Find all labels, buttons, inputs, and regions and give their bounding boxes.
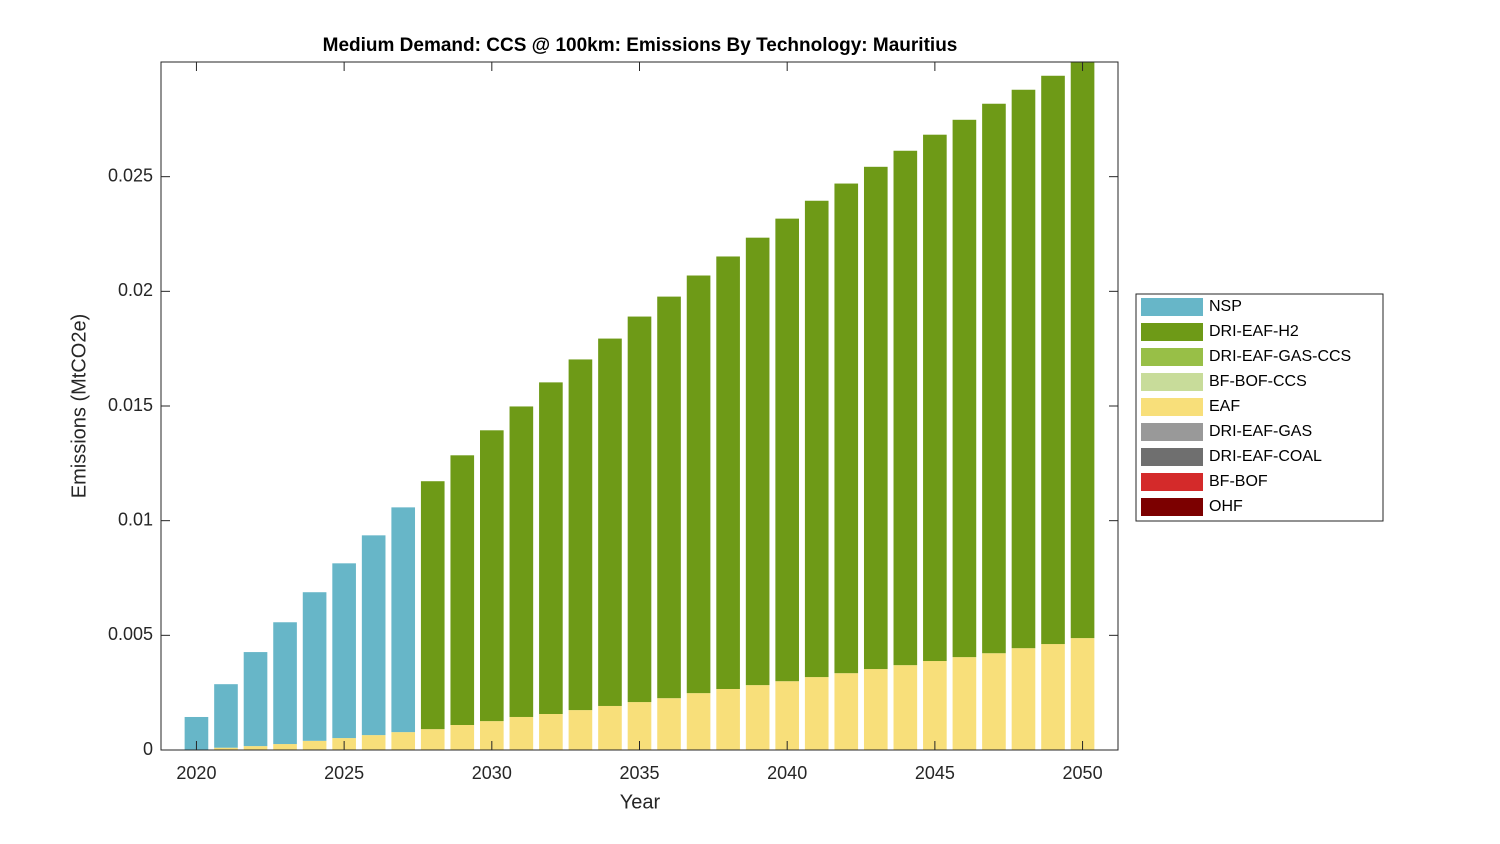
y-tick-label: 0.02 — [118, 280, 153, 300]
bar-segment — [627, 316, 652, 703]
x-tick-label: 2035 — [619, 763, 659, 783]
y-tick-label: 0.025 — [108, 165, 153, 185]
bar-segment — [657, 698, 681, 750]
bar-segment — [775, 218, 799, 682]
bar-segment — [598, 705, 622, 750]
bar-segment — [952, 119, 977, 658]
x-axis-label: Year — [620, 791, 661, 813]
bar-segment — [1041, 644, 1065, 750]
bar-segment — [302, 592, 327, 741]
bar-segment — [982, 653, 1006, 750]
x-tick-label: 2040 — [767, 763, 807, 783]
chart-title: Medium Demand: CCS @ 100km: Emissions By… — [323, 35, 958, 56]
bar-segment — [1070, 638, 1095, 750]
legend-label: EAF — [1209, 398, 1240, 415]
bar-segment — [775, 681, 799, 750]
legend-swatch — [1141, 448, 1203, 466]
bar-segment — [273, 744, 297, 750]
legend-swatch — [1141, 398, 1203, 416]
y-tick-label: 0 — [143, 739, 153, 759]
x-tick-label: 2025 — [324, 763, 364, 783]
bar-segment — [361, 535, 386, 736]
bar-segment — [302, 740, 327, 750]
bar-segment — [361, 735, 386, 750]
bar-segment — [893, 150, 918, 666]
bar-segment — [716, 256, 740, 689]
bar-segment — [1041, 75, 1065, 645]
bar-segment — [627, 702, 652, 750]
bar-segment — [893, 665, 918, 750]
bar-segment — [745, 237, 770, 686]
legend-swatch — [1141, 423, 1203, 441]
bar-segment — [1011, 648, 1036, 750]
legend-swatch — [1141, 298, 1203, 316]
bar-segment — [982, 103, 1006, 654]
x-tick-label: 2030 — [472, 763, 512, 783]
legend-label: BF-BOF — [1209, 473, 1268, 490]
bar-segment — [480, 430, 504, 722]
bar-segment — [686, 275, 711, 694]
bar-segment — [450, 455, 475, 726]
bar-segment — [539, 713, 563, 750]
bar-segment — [1070, 62, 1095, 639]
bar-segment — [391, 507, 416, 733]
x-tick-label: 2050 — [1063, 763, 1103, 783]
bar-segment — [863, 669, 888, 750]
bar-segment — [804, 677, 829, 750]
bar-segment — [568, 359, 593, 711]
bar-segment — [509, 716, 534, 750]
y-tick-label: 0.01 — [118, 509, 153, 529]
bar-segment — [420, 481, 445, 730]
legend-label: BF-BOF-CCS — [1209, 373, 1307, 390]
bar-segment — [686, 693, 711, 750]
bar-segment — [273, 622, 297, 745]
legend-label: OHF — [1209, 498, 1243, 515]
legend-swatch — [1141, 498, 1203, 516]
y-tick-label: 0.015 — [108, 395, 153, 415]
y-axis-label: Emissions (MtCO2e) — [68, 314, 90, 498]
legend-swatch — [1141, 323, 1203, 341]
bar-segment — [243, 652, 268, 747]
bars — [184, 62, 1095, 750]
bar-segment — [952, 657, 977, 750]
legend-swatch — [1141, 348, 1203, 366]
bar-segment — [539, 382, 563, 714]
bar-segment — [923, 134, 947, 662]
bar-segment — [509, 406, 534, 717]
bar-segment — [480, 721, 504, 750]
bar-segment — [450, 725, 475, 750]
legend-label: DRI-EAF-GAS — [1209, 423, 1312, 440]
bar-segment — [834, 183, 859, 674]
legend-label: NSP — [1209, 298, 1242, 315]
bar-segment — [598, 338, 622, 706]
bar-segment — [804, 200, 829, 678]
bar-segment — [834, 673, 859, 750]
bar-segment — [863, 166, 888, 670]
bar-segment — [420, 729, 445, 750]
x-tick-label: 2020 — [176, 763, 216, 783]
bar-segment — [243, 746, 268, 750]
bar-segment — [745, 685, 770, 750]
legend-swatch — [1141, 373, 1203, 391]
bar-segment — [657, 296, 681, 699]
bar-segment — [184, 716, 209, 750]
bar-segment — [716, 688, 740, 750]
bar-segment — [568, 710, 593, 750]
y-tick-label: 0.005 — [108, 624, 153, 644]
legend-label: DRI-EAF-COAL — [1209, 448, 1322, 465]
legend-label: DRI-EAF-GAS-CCS — [1209, 348, 1351, 365]
bar-segment — [391, 732, 416, 750]
bar-segment — [332, 563, 356, 739]
x-tick-label: 2045 — [915, 763, 955, 783]
legend-swatch — [1141, 473, 1203, 491]
legend-label: DRI-EAF-H2 — [1209, 323, 1299, 340]
bar-segment — [214, 684, 238, 748]
bar-segment — [923, 661, 947, 750]
bar-segment — [214, 747, 238, 750]
bar-segment — [1011, 89, 1036, 649]
